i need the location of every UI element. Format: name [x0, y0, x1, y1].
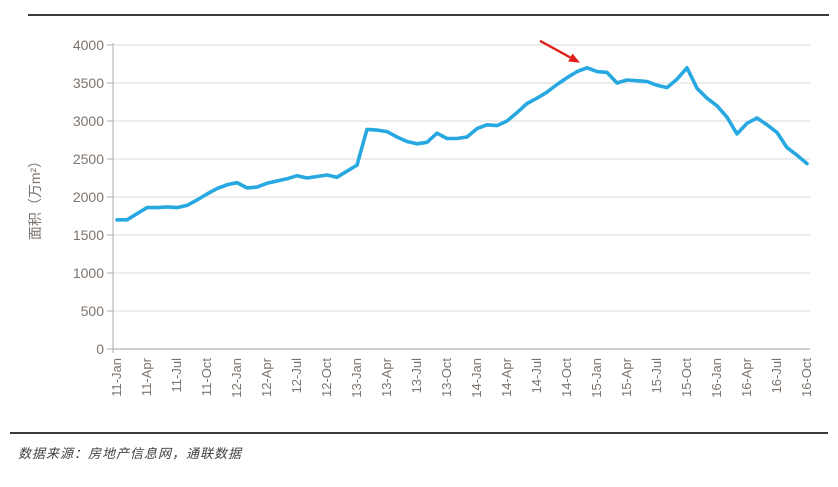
svg-text:14-Apr: 14-Apr	[499, 357, 514, 397]
svg-text:12-Oct: 12-Oct	[319, 358, 334, 397]
svg-text:14-Jan: 14-Jan	[469, 358, 484, 398]
svg-text:1000: 1000	[73, 265, 104, 281]
bottom-separator-line	[10, 432, 828, 434]
svg-text:15-Apr: 15-Apr	[619, 357, 634, 397]
svg-text:16-Jul: 16-Jul	[769, 358, 784, 394]
area-trend-line-chart: 0 500 1000 1500 2000 2500 3000 3500 4000 11-Jan 11…	[27, 37, 814, 398]
svg-text:16-Apr: 16-Apr	[739, 357, 754, 397]
svg-text:13-Apr: 13-Apr	[379, 357, 394, 397]
svg-text:3500: 3500	[73, 75, 104, 91]
svg-text:面积（万m²）: 面积（万m²）	[27, 154, 43, 240]
svg-text:15-Jul: 15-Jul	[649, 358, 664, 394]
svg-text:11-Apr: 11-Apr	[139, 357, 154, 396]
svg-text:2500: 2500	[73, 151, 104, 167]
svg-text:15-Oct: 15-Oct	[679, 358, 694, 397]
svg-text:1500: 1500	[73, 227, 104, 243]
svg-text:14-Jul: 14-Jul	[529, 358, 544, 394]
svg-text:11-Oct: 11-Oct	[199, 358, 214, 396]
svg-text:11-Jan: 11-Jan	[109, 358, 124, 397]
svg-text:16-Oct: 16-Oct	[799, 358, 814, 397]
chart-area: 0 500 1000 1500 2000 2500 3000 3500 4000 11-Jan 11…	[27, 37, 814, 398]
svg-text:13-Oct: 13-Oct	[439, 358, 454, 397]
svg-text:2000: 2000	[73, 189, 104, 205]
svg-text:13-Jan: 13-Jan	[349, 358, 364, 398]
svg-text:15-Jan: 15-Jan	[589, 358, 604, 398]
top-border-line	[28, 14, 829, 16]
svg-text:14-Oct: 14-Oct	[559, 358, 574, 397]
svg-text:12-Jan: 12-Jan	[229, 358, 244, 398]
svg-text:12-Apr: 12-Apr	[259, 357, 274, 397]
svg-text:3000: 3000	[73, 113, 104, 129]
svg-text:4000: 4000	[73, 37, 104, 53]
data-source-note: 数据来源：房地产信息网，通联数据	[18, 446, 243, 461]
svg-text:500: 500	[81, 303, 105, 319]
svg-text:13-Jul: 13-Jul	[409, 358, 424, 394]
svg-text:16-Jan: 16-Jan	[709, 358, 724, 398]
svg-text:0: 0	[96, 341, 104, 357]
svg-text:12-Jul: 12-Jul	[289, 358, 304, 394]
svg-text:11-Jul: 11-Jul	[169, 358, 184, 393]
